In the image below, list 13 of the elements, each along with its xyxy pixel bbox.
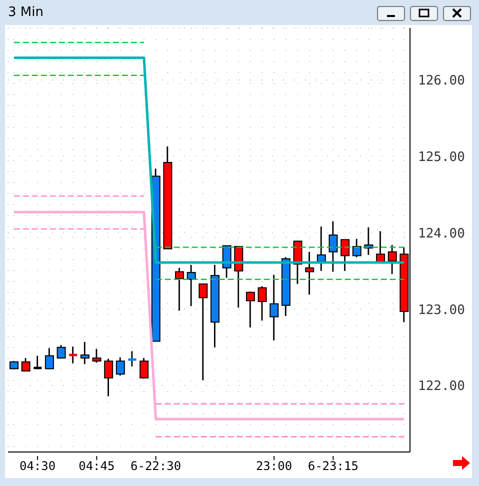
x-tick-label: 6-22:30 (130, 459, 182, 473)
y-tick-label: 126.00 (418, 74, 465, 89)
candlestick (198, 283, 208, 380)
y-tick-label: 122.00 (418, 379, 465, 394)
candlestick (128, 351, 136, 366)
x-tick-label: 23:00 (256, 459, 292, 473)
y-tick-label: 123.00 (418, 302, 465, 318)
x-tick-label: 04:30 (19, 459, 56, 473)
x-tick-label: 04:45 (78, 459, 115, 473)
x-tick-label: 6-23:15 (308, 459, 358, 473)
chart-title: 3 Min (8, 5, 44, 20)
y-tick-label: 125.00 (418, 150, 465, 165)
y-tick-label: 124.00 (418, 226, 465, 242)
